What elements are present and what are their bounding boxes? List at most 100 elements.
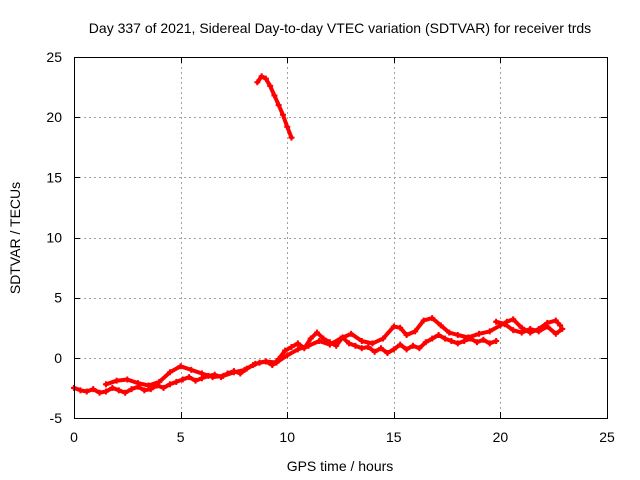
data-point xyxy=(294,340,301,347)
data-point xyxy=(166,369,173,376)
data-point xyxy=(473,339,480,346)
data-point xyxy=(102,381,109,388)
data-point xyxy=(510,327,517,334)
data-point xyxy=(476,330,483,337)
data-point xyxy=(365,344,372,351)
data-point xyxy=(141,387,148,394)
data-point xyxy=(390,346,397,353)
y-tick-label: 5 xyxy=(54,290,62,306)
data-point xyxy=(480,336,487,343)
series-trace-b xyxy=(102,315,564,389)
data-point xyxy=(441,335,448,342)
data-point xyxy=(115,387,122,394)
x-tick-label: 5 xyxy=(177,429,185,445)
data-point xyxy=(486,340,493,347)
data-point xyxy=(267,82,274,89)
data-point xyxy=(284,352,291,359)
data-point xyxy=(198,370,205,377)
data-point xyxy=(358,345,365,352)
data-point xyxy=(486,328,493,335)
data-point xyxy=(275,102,282,109)
y-axis-label: SDTVAR / TECUs xyxy=(7,182,23,294)
data-point xyxy=(156,378,163,385)
data-point xyxy=(390,323,397,330)
data-point xyxy=(134,380,141,387)
data-point xyxy=(307,335,314,342)
series-line xyxy=(104,316,563,388)
y-tick-label: 15 xyxy=(46,169,62,185)
data-point xyxy=(284,123,291,130)
data-point xyxy=(552,317,559,324)
data-point xyxy=(77,387,84,394)
data-point xyxy=(90,386,97,393)
data-point xyxy=(209,374,216,381)
grid xyxy=(74,57,607,418)
data-point xyxy=(109,384,116,391)
x-axis-label: GPS time / hours xyxy=(287,458,394,474)
data-point xyxy=(544,323,551,330)
data-point xyxy=(358,337,365,344)
data-point xyxy=(220,372,227,379)
data-point xyxy=(422,339,429,346)
data-point xyxy=(333,342,340,349)
data-point xyxy=(254,79,261,86)
data-point xyxy=(527,325,534,332)
data-point xyxy=(369,340,376,347)
y-tick-label: 25 xyxy=(46,49,62,65)
data-point xyxy=(145,382,152,389)
data-point xyxy=(192,377,199,384)
data-point xyxy=(241,366,248,373)
data-point xyxy=(403,346,410,353)
data-point xyxy=(288,134,295,141)
x-tick-label: 20 xyxy=(493,429,509,445)
data-point xyxy=(122,389,129,396)
data-point xyxy=(493,318,500,325)
data-point xyxy=(465,334,472,341)
data-point xyxy=(326,341,333,348)
data-point xyxy=(102,388,109,395)
data-point xyxy=(258,73,265,80)
data-point xyxy=(294,346,301,353)
y-tick-label: 10 xyxy=(46,230,62,246)
x-tick-label: 0 xyxy=(70,429,78,445)
data-point xyxy=(288,344,295,351)
data-point xyxy=(186,374,193,381)
data-point xyxy=(160,384,167,391)
y-tick-label: -5 xyxy=(50,410,63,426)
series-trace-a xyxy=(71,329,500,396)
data-point xyxy=(316,337,323,344)
data-point xyxy=(337,335,344,342)
data-point xyxy=(346,340,353,347)
plot-area xyxy=(71,73,566,396)
data-point xyxy=(173,378,180,385)
data-point xyxy=(397,341,404,348)
data-point xyxy=(420,317,427,324)
data-point xyxy=(83,388,90,395)
data-point xyxy=(384,350,391,357)
data-point xyxy=(403,331,410,338)
data-point xyxy=(348,330,355,337)
series-trace-d xyxy=(254,73,295,141)
data-point xyxy=(552,330,559,337)
data-point xyxy=(378,345,385,352)
data-point xyxy=(124,376,131,383)
data-point xyxy=(559,325,566,332)
data-point xyxy=(177,363,184,370)
series-trace-c xyxy=(493,318,566,337)
data-point xyxy=(510,316,517,323)
data-point xyxy=(416,345,423,352)
data-point xyxy=(454,331,461,338)
data-point xyxy=(188,366,195,373)
data-point xyxy=(535,328,542,335)
data-point xyxy=(128,386,135,393)
data-point xyxy=(380,335,387,342)
data-point xyxy=(271,92,278,99)
x-tick-label: 10 xyxy=(279,429,295,445)
data-point xyxy=(448,337,455,344)
data-point xyxy=(279,111,286,118)
y-tick-label: 20 xyxy=(46,109,62,125)
data-point xyxy=(179,376,186,383)
data-point xyxy=(96,389,103,396)
data-point xyxy=(230,369,237,376)
